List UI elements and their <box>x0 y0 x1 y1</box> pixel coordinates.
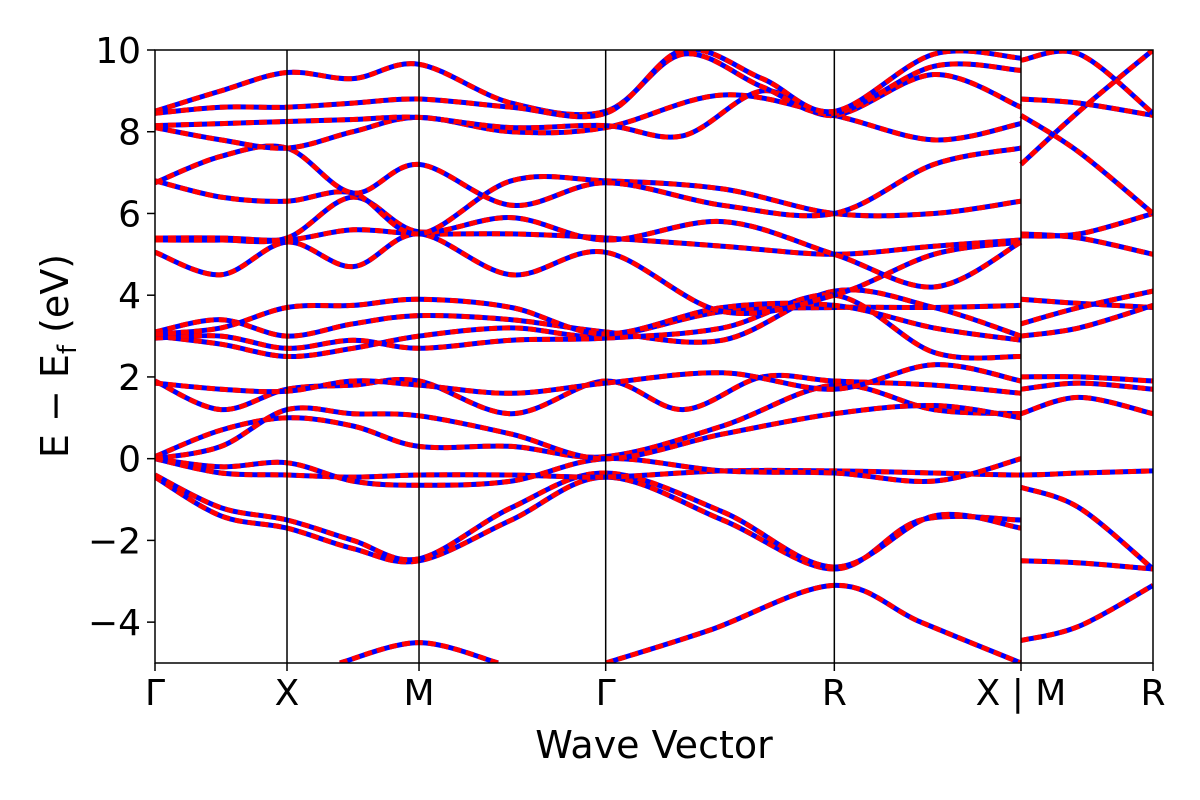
y-tick-label: 6 <box>118 194 141 235</box>
band-line-27 <box>1020 211 1153 239</box>
band-line-overlay-36 <box>1019 113 1153 216</box>
x-tick-label: R <box>822 673 847 714</box>
band-line-overlay-4 <box>155 470 1022 570</box>
band-line-36 <box>1019 113 1153 216</box>
band-line-8 <box>155 456 1022 488</box>
x-tick-label: X <box>275 673 300 714</box>
band-line-37 <box>1020 50 1153 116</box>
band-line-overlay-10 <box>155 402 1022 462</box>
y-tick-label: 10 <box>95 31 141 72</box>
band-line-23 <box>155 231 1022 316</box>
band-line-28 <box>155 174 1022 237</box>
x-tick-label: Γ <box>145 673 165 714</box>
band-line-3 <box>155 474 1022 572</box>
y-tick-label: 8 <box>118 113 141 154</box>
y-axis-label-main: E − E <box>33 354 77 458</box>
y-tick-label: −2 <box>88 521 141 562</box>
band-line-35 <box>1020 96 1153 118</box>
band-line-22 <box>1020 303 1153 339</box>
x-tick-label: Γ <box>596 673 616 714</box>
band-line-21 <box>1020 288 1153 327</box>
band-line-overlay-5 <box>1020 484 1153 571</box>
band-line-30 <box>155 92 1022 151</box>
x-tick-label: M <box>403 673 434 714</box>
band-line-overlay-2 <box>1020 583 1153 643</box>
y-axis-label-unit: (eV) <box>33 254 77 345</box>
band-line-overlay-3 <box>155 474 1022 572</box>
band-line-13 <box>155 362 1022 396</box>
band-line-10 <box>155 402 1022 462</box>
band-line-9 <box>155 382 1022 460</box>
x-axis-label: Wave Vector <box>535 723 773 767</box>
x-tick-label: X | M <box>976 673 1067 714</box>
band-line-6 <box>1020 558 1153 572</box>
band-line-19 <box>155 296 1022 343</box>
y-tick-label: 4 <box>118 276 141 317</box>
band-line-14 <box>1020 374 1153 384</box>
band-line-20 <box>1020 296 1153 310</box>
band-line-5 <box>1020 484 1153 571</box>
band-lines <box>155 50 1153 663</box>
y-axis-label-subscript: f <box>53 344 83 354</box>
x-axis-ticks: Γ X M Γ R X | M R <box>145 663 1166 714</box>
plot-frame <box>154 49 1154 664</box>
kpath-divider-lines <box>286 50 1022 663</box>
band-line-17 <box>155 287 1022 345</box>
band-line-15 <box>1020 380 1153 392</box>
band-line-34 <box>1019 50 1153 167</box>
y-tick-label: 0 <box>118 440 141 481</box>
band-line-11 <box>1020 394 1153 417</box>
y-axis-ticks: −4 −2 0 2 4 6 8 10 <box>88 31 155 644</box>
y-axis-label: E − Ef (eV) <box>33 254 83 458</box>
band-line-25 <box>155 194 1023 290</box>
band-line-33 <box>155 50 1022 120</box>
x-tick-label: R <box>1140 673 1165 714</box>
band-line-overlay-0 <box>604 582 1022 663</box>
band-line-0 <box>604 582 1022 663</box>
band-line-2 <box>1020 583 1153 643</box>
y-tick-label: 2 <box>118 358 141 399</box>
band-line-4 <box>155 470 1022 570</box>
band-line-12 <box>155 372 1022 417</box>
y-tick-label: −4 <box>88 603 141 644</box>
band-line-7 <box>155 456 1153 480</box>
